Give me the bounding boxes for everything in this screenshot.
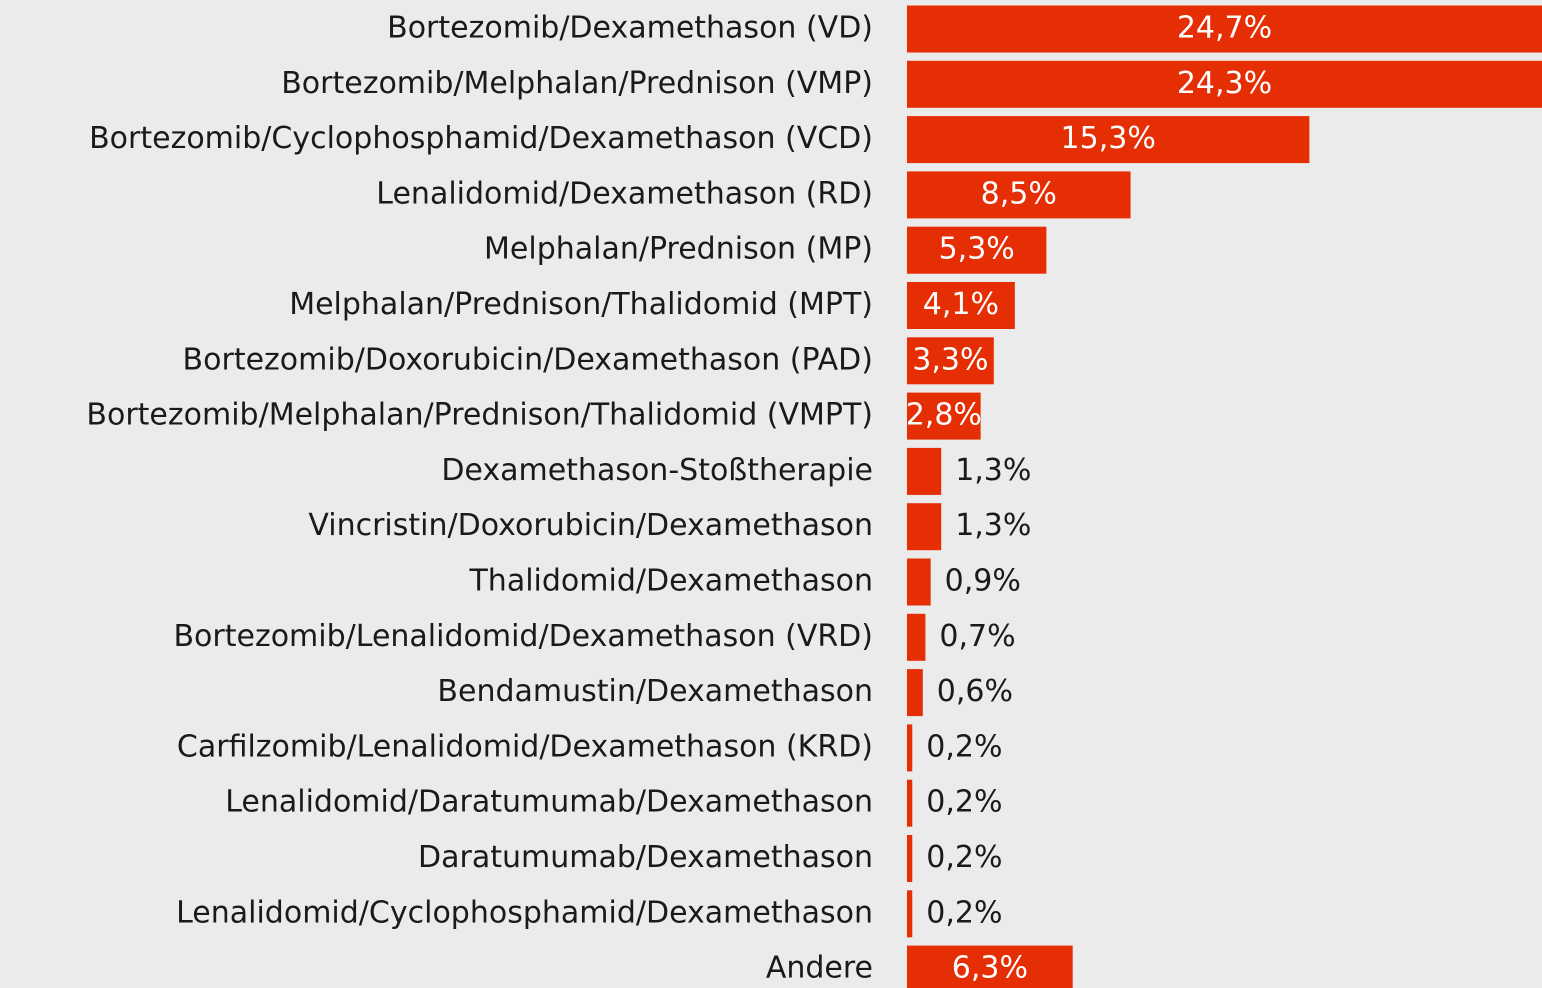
bar xyxy=(907,5,1542,53)
value-label: 0,2% xyxy=(926,840,1002,875)
bar xyxy=(907,503,942,551)
category-label: Andere xyxy=(766,951,873,986)
category-label: Bortezomib/Cyclophosphamid/Dexamethason … xyxy=(89,121,873,156)
category-label: Bortezomib/Doxorubicin/Dexamethason (PAD… xyxy=(183,342,873,377)
bar xyxy=(907,724,913,772)
bar xyxy=(907,669,923,717)
bar xyxy=(907,558,931,606)
value-label: 0,2% xyxy=(926,895,1002,930)
value-label: 0,9% xyxy=(945,564,1021,599)
value-label: 0,7% xyxy=(939,619,1015,654)
value-label: 1,3% xyxy=(955,453,1031,488)
value-label: 8,5% xyxy=(981,176,1057,211)
category-label: Vincristin/Doxorubicin/Dexamethason xyxy=(308,508,873,543)
bar xyxy=(907,835,913,882)
bar xyxy=(907,282,1015,329)
value-label: 15,3% xyxy=(1061,121,1156,156)
value-label: 0,6% xyxy=(937,674,1013,709)
bar xyxy=(907,226,1047,274)
category-label: Daratumumab/Dexamethason xyxy=(418,840,873,875)
category-label: Bortezomib/Melphalan/Prednison/Thalidomi… xyxy=(86,398,873,433)
category-label: Melphalan/Prednison/Thalidomid (MPT) xyxy=(289,287,873,322)
bar xyxy=(907,337,994,385)
value-label: 0,2% xyxy=(926,785,1002,820)
category-label: Dexamethason-Stoßtherapie xyxy=(441,453,873,488)
bar xyxy=(907,116,1310,164)
value-label: 4,1% xyxy=(923,287,999,322)
category-label: Bendamustin/Dexamethason xyxy=(437,674,873,709)
value-label: 0,2% xyxy=(926,729,1002,764)
value-label: 2,8% xyxy=(906,398,982,433)
value-label: 1,3% xyxy=(955,508,1031,543)
value-label: 5,3% xyxy=(939,232,1015,267)
bar xyxy=(907,945,1073,988)
category-label: Carfilzomib/Lenalidomid/Dexamethason (KR… xyxy=(177,729,873,764)
value-label: 24,3% xyxy=(1177,66,1272,101)
category-label: Lenalidomid/Cyclophosphamid/Dexamethason xyxy=(176,895,873,930)
bar xyxy=(907,613,926,661)
category-label: Thalidomid/Dexamethason xyxy=(468,564,873,599)
bar xyxy=(907,171,1131,219)
category-label: Bortezomib/Lenalidomid/Dexamethason (VRD… xyxy=(173,619,873,654)
value-label: 3,3% xyxy=(912,342,988,377)
bar xyxy=(907,779,913,827)
category-label: Lenalidomid/Daratumumab/Dexamethason xyxy=(225,785,873,820)
value-label: 24,7% xyxy=(1177,11,1272,46)
bar xyxy=(907,890,913,938)
category-label: Melphalan/Prednison (MP) xyxy=(484,232,873,267)
value-label: 6,3% xyxy=(952,951,1028,986)
bar xyxy=(907,392,981,440)
category-label: Bortezomib/Dexamethason (VD) xyxy=(387,11,873,46)
bar xyxy=(907,60,1542,108)
category-label: Lenalidomid/Dexamethason (RD) xyxy=(376,176,873,211)
bar xyxy=(907,447,942,495)
category-label: Bortezomib/Melphalan/Prednison (VMP) xyxy=(281,66,873,101)
